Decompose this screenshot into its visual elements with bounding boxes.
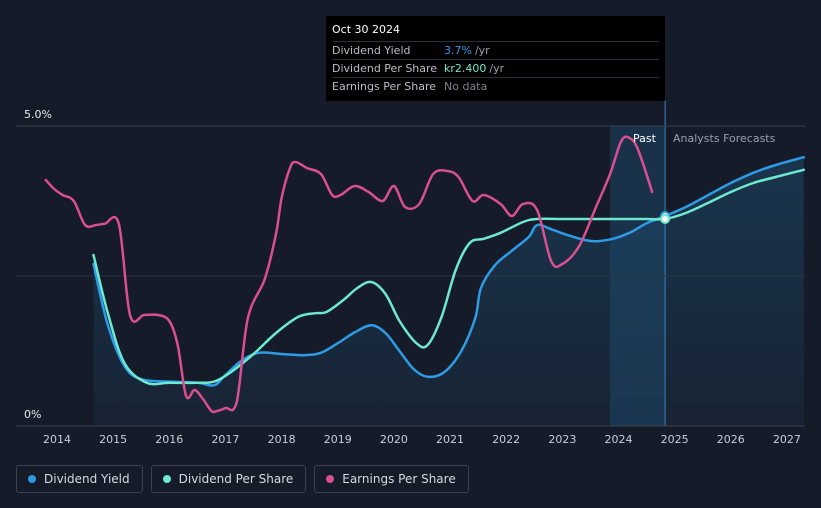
- tooltip-row-dividend-per-share: Dividend Per Share kr2.400 /yr: [332, 60, 659, 78]
- tooltip-value: No data: [444, 80, 488, 93]
- x-tick-label: 2023: [548, 433, 576, 446]
- dividend-yield-area: [93, 157, 804, 426]
- tooltip-row-dividend-yield: Dividend Yield 3.7% /yr: [332, 42, 659, 60]
- legend-label: Dividend Yield: [44, 472, 130, 486]
- x-tick-label: 2017: [211, 433, 239, 446]
- x-tick-label: 2027: [773, 433, 801, 446]
- legend-earnings-per-share[interactable]: Earnings Per Share: [314, 465, 469, 493]
- x-tick-label: 2022: [492, 433, 520, 446]
- forecast-label: Analysts Forecasts: [673, 132, 776, 145]
- legend-dividend-yield[interactable]: Dividend Yield: [16, 465, 143, 493]
- x-tick-label: 2018: [268, 433, 296, 446]
- tooltip-unit: /yr: [489, 62, 505, 75]
- x-tick-label: 2021: [436, 433, 464, 446]
- tooltip: Oct 30 2024 Dividend Yield 3.7% /yr Divi…: [326, 16, 665, 101]
- tooltip-label: Dividend Per Share: [332, 62, 438, 75]
- tooltip-unit: /yr: [474, 44, 490, 57]
- legend: Dividend Yield Dividend Per Share Earnin…: [16, 465, 469, 493]
- tooltip-value: kr2.400: [444, 62, 487, 75]
- x-tick-label: 2024: [605, 433, 633, 446]
- x-tick-label: 2015: [99, 433, 127, 446]
- legend-label: Earnings Per Share: [342, 472, 456, 486]
- legend-dividend-per-share[interactable]: Dividend Per Share: [150, 465, 307, 493]
- x-tick-label: 2019: [324, 433, 352, 446]
- legend-dot-icon: [162, 475, 171, 483]
- x-tick-label: 2025: [661, 433, 689, 446]
- past-label: Past: [633, 132, 656, 145]
- tooltip-label: Earnings Per Share: [332, 80, 437, 93]
- legend-label: Dividend Per Share: [178, 472, 294, 486]
- x-tick-label: 2026: [717, 433, 745, 446]
- dividend-per-share-marker: [660, 214, 671, 224]
- x-tick-label: 2020: [380, 433, 408, 446]
- tooltip-date: Oct 30 2024: [332, 21, 659, 42]
- x-tick-label: 2014: [43, 433, 71, 446]
- tooltip-label: Dividend Yield: [332, 44, 411, 57]
- tooltip-value: 3.7%: [444, 44, 472, 57]
- y-tick-top: 5.0%: [24, 108, 52, 121]
- x-tick-label: 2016: [155, 433, 183, 446]
- legend-dot-icon: [28, 475, 36, 483]
- y-tick-bottom: 0%: [24, 408, 42, 421]
- legend-dot-icon: [326, 475, 335, 483]
- tooltip-row-earnings-per-share: Earnings Per Share No data: [332, 78, 659, 95]
- earnings-per-share-line: [44, 135, 654, 414]
